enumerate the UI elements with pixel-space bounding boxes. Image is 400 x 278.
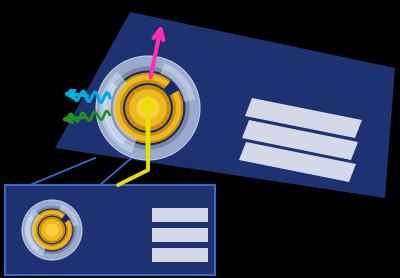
Circle shape: [125, 85, 171, 131]
Wedge shape: [113, 73, 183, 143]
Wedge shape: [100, 71, 137, 153]
Wedge shape: [59, 204, 79, 226]
Circle shape: [39, 217, 65, 243]
Circle shape: [136, 96, 160, 120]
Circle shape: [110, 71, 186, 145]
Circle shape: [22, 200, 82, 260]
Circle shape: [30, 208, 74, 252]
Polygon shape: [239, 142, 356, 182]
Circle shape: [106, 66, 190, 150]
Polygon shape: [152, 208, 208, 222]
Wedge shape: [24, 209, 46, 256]
Polygon shape: [245, 98, 362, 138]
Circle shape: [46, 224, 59, 237]
Circle shape: [96, 56, 200, 160]
Polygon shape: [152, 248, 208, 262]
Polygon shape: [55, 12, 395, 198]
Wedge shape: [33, 211, 71, 249]
Wedge shape: [32, 210, 72, 250]
Wedge shape: [160, 63, 195, 102]
Polygon shape: [242, 120, 358, 160]
Circle shape: [41, 219, 63, 241]
Wedge shape: [103, 82, 126, 145]
Circle shape: [129, 89, 167, 127]
Circle shape: [28, 206, 76, 254]
Wedge shape: [115, 75, 181, 141]
Polygon shape: [5, 185, 215, 275]
Wedge shape: [26, 215, 40, 251]
Polygon shape: [152, 228, 208, 242]
